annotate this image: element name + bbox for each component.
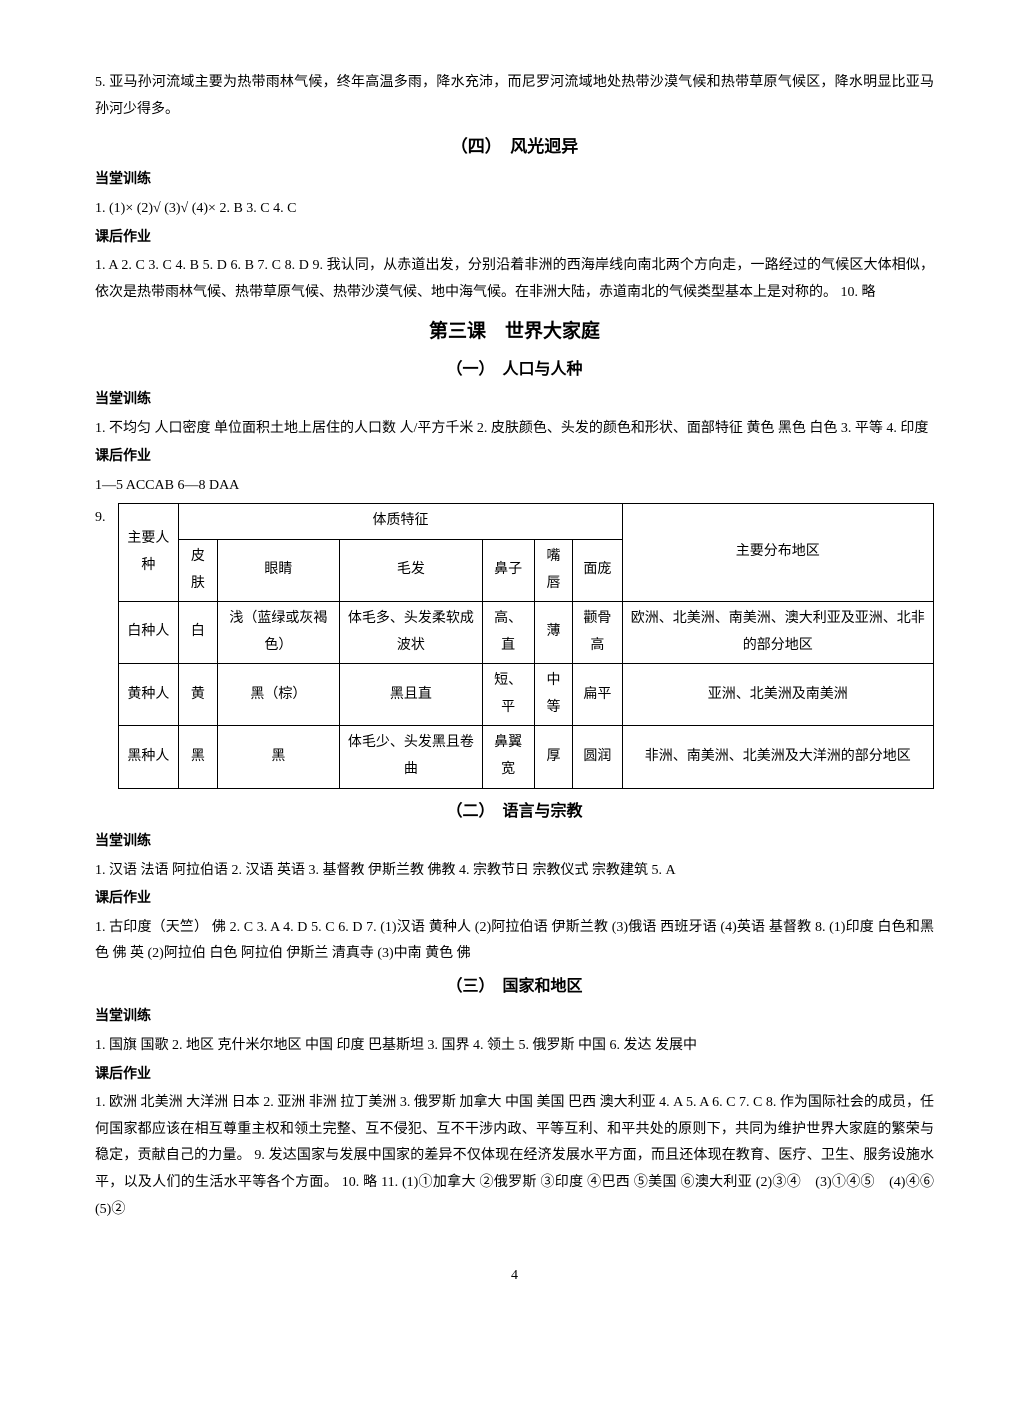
part1-cl-label: 当堂训练 <box>95 387 934 414</box>
part3-hw-text: 1. 欧洲 北美洲 大洋洲 日本 2. 亚洲 非洲 拉丁美洲 3. 俄罗斯 加拿… <box>95 1090 934 1223</box>
part2-hw-label: 课后作业 <box>95 886 934 913</box>
table-row: 黑种人 黑 黑 体毛少、头发黑且卷曲 鼻翼宽 厚 圆润 非洲、南美洲、北美洲及大… <box>118 726 934 788</box>
th-skin: 皮肤 <box>179 539 217 601</box>
page-number: 4 <box>95 1263 934 1290</box>
part3-cl-text: 1. 国旗 国歌 2. 地区 克什米尔地区 中国 印度 巴基斯坦 3. 国界 4… <box>95 1033 934 1060</box>
sec4-cl-text: 1. (1)× (2)√ (3)√ (4)× 2. B 3. C 4. C <box>95 196 934 223</box>
part2-cl-label: 当堂训练 <box>95 829 934 856</box>
th-hair: 毛发 <box>340 539 482 601</box>
part3-title: （三） 国家和地区 <box>95 972 934 1002</box>
table-number: 9. <box>95 499 106 532</box>
th-race: 主要人种 <box>118 504 179 602</box>
para-q5: 5. 亚马孙河流域主要为热带雨林气候，终年高温多雨，降水充沛，而尼罗河流域地处热… <box>95 70 934 123</box>
part1-title: （一） 人口与人种 <box>95 355 934 385</box>
part2-title: （二） 语言与宗教 <box>95 797 934 827</box>
part2-hw-text: 1. 古印度（天竺） 佛 2. C 3. A 4. D 5. C 6. D 7.… <box>95 915 934 968</box>
part2-cl-text: 1. 汉语 法语 阿拉伯语 2. 汉语 英语 3. 基督教 伊斯兰教 佛教 4.… <box>95 858 934 885</box>
part3-cl-label: 当堂训练 <box>95 1004 934 1031</box>
part1-hw-label: 课后作业 <box>95 444 934 471</box>
th-eyes: 眼睛 <box>217 539 340 601</box>
th-face: 面庞 <box>573 539 623 601</box>
part1-cl-text: 1. 不均匀 人口密度 单位面积土地上居住的人口数 人/平方千米 2. 皮肤颜色… <box>95 416 934 443</box>
part3-hw-label: 课后作业 <box>95 1062 934 1089</box>
th-nose: 鼻子 <box>482 539 534 601</box>
part1-hw-text1: 1—5 ACCAB 6—8 DAA <box>95 473 934 500</box>
table-row: 黄种人 黄 黑（棕） 黑且直 短、平 中等 扁平 亚洲、北美洲及南美洲 <box>118 664 934 726</box>
sec4-cl-label: 当堂训练 <box>95 167 934 194</box>
th-region: 主要分布地区 <box>622 504 933 602</box>
race-table: 主要人种 体质特征 主要分布地区 皮肤 眼睛 毛发 鼻子 嘴唇 面庞 白种人 白… <box>118 503 935 788</box>
sec4-hw-text: 1. A 2. C 3. C 4. B 5. D 6. B 7. C 8. D … <box>95 253 934 306</box>
th-lips: 嘴唇 <box>534 539 572 601</box>
lesson3-title: 第三课 世界大家庭 <box>95 314 934 350</box>
table-row: 白种人 白 浅（蓝绿或灰褐色） 体毛多、头发柔软成波状 高、直 薄 颧骨高 欧洲… <box>118 602 934 664</box>
th-features: 体质特征 <box>179 504 622 540</box>
sec4-title: （四） 风光迥异 <box>95 131 934 163</box>
sec4-hw-label: 课后作业 <box>95 225 934 252</box>
